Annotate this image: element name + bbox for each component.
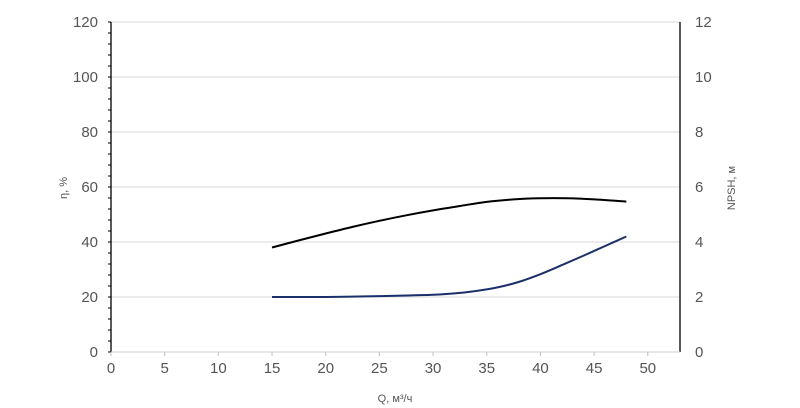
x-tick-label: 25 <box>371 360 388 377</box>
axes <box>108 21 681 356</box>
x-tick-label: 50 <box>639 360 656 377</box>
y2-axis-title: NPSH, м <box>726 166 738 210</box>
y-tick-label: 100 <box>73 69 98 86</box>
x-tick-label: 30 <box>425 360 442 377</box>
x-tick-label: 45 <box>586 360 603 377</box>
gridlines <box>111 21 680 298</box>
series-lines <box>271 197 627 299</box>
y-tick-label: 20 <box>81 289 98 306</box>
y-tick-label: 120 <box>73 14 98 31</box>
npsh-line <box>272 235 627 299</box>
y2-tick-label: 12 <box>695 14 712 31</box>
x-tick-label: 0 <box>107 360 115 377</box>
efficiency-line <box>271 197 627 249</box>
y-tick-label: 60 <box>81 179 98 196</box>
x-tick-label: 20 <box>317 360 334 377</box>
y2-tick-label: 2 <box>695 289 703 306</box>
y-tick-label: 0 <box>90 344 98 361</box>
x-tick-label: 15 <box>264 360 281 377</box>
y-tick-label: 80 <box>81 124 98 141</box>
y2-tick-label: 0 <box>695 344 703 361</box>
x-axis-title: Q, м³/ч <box>378 393 413 405</box>
y-axis-title: η, % <box>58 177 70 199</box>
x-tick-label: 35 <box>478 360 495 377</box>
x-tick-label: 5 <box>161 360 169 377</box>
y2-tick-label: 10 <box>695 69 712 86</box>
y2-tick-label: 6 <box>695 179 703 196</box>
y2-tick-label: 8 <box>695 124 703 141</box>
y2-tick-label: 4 <box>695 234 703 251</box>
y-tick-label: 40 <box>81 234 98 251</box>
x-tick-label: 40 <box>532 360 549 377</box>
x-tick-label: 10 <box>210 360 227 377</box>
